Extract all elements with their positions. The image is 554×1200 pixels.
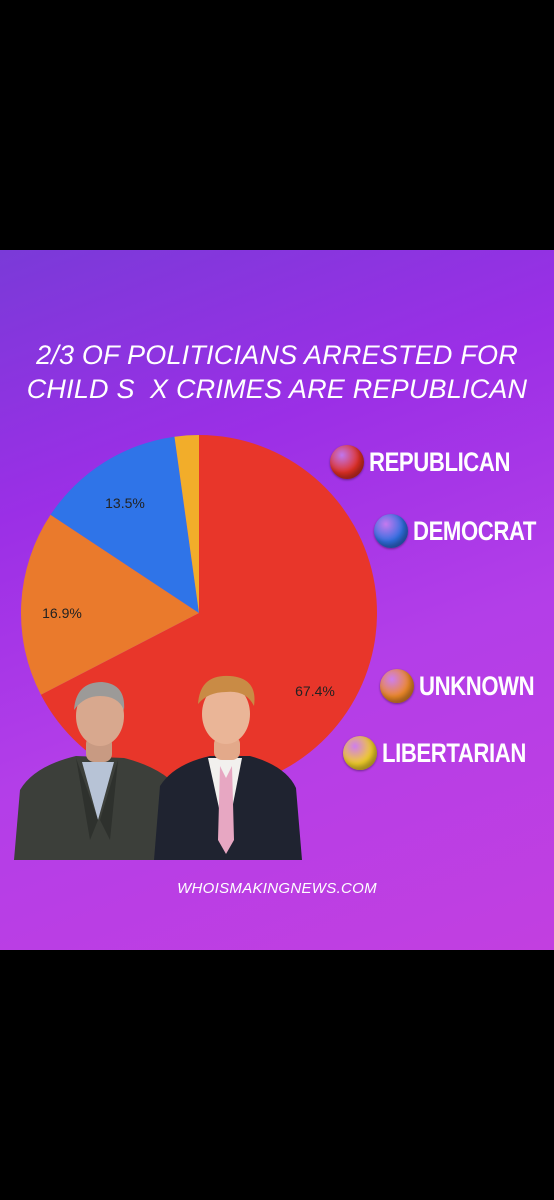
pie-slice-libertarian: [174, 435, 199, 613]
pie-chart: 67.4% 13.5% 16.9%: [20, 435, 378, 791]
pie-slice-unknown: [20, 514, 199, 695]
chart-title: 2/3 OF POLITICIANS ARRESTED FOR CHILD S …: [0, 338, 554, 406]
legend-label-libertarian: LIBERTARIAN: [382, 737, 526, 768]
photo-two-men: [14, 675, 302, 860]
legend-dot-republican: [330, 445, 364, 479]
legend-item-republican: REPUBLICAN: [330, 442, 541, 482]
title-line-1: 2/3 OF POLITICIANS ARRESTED FOR: [36, 340, 518, 370]
legend-dot-libertarian: [343, 736, 377, 770]
pie-slice-democrat: [50, 436, 199, 613]
source-watermark: WHOISMAKINGNEWS.COM: [177, 880, 377, 897]
data-label-democrat: 13.5%: [105, 495, 145, 511]
data-label-unknown: 16.9%: [42, 605, 82, 621]
legend-dot-unknown: [380, 669, 414, 703]
data-label-republican: 67.4%: [295, 683, 335, 699]
legend-label-unknown: UNKNOWN: [419, 670, 535, 701]
legend-item-libertarian: LIBERTARIAN: [343, 733, 554, 773]
pie-slice-republican: [40, 435, 378, 791]
poster: 2/3 OF POLITICIANS ARRESTED FOR CHILD S …: [0, 250, 554, 950]
title-line-2: CHILD S X CRIMES ARE REPUBLICAN: [26, 374, 528, 404]
legend-dot-democrat: [374, 514, 408, 548]
legend-label-democrat: DEMOCRAT: [413, 515, 536, 546]
legend-item-democrat: DEMOCRAT: [374, 511, 554, 551]
legend-label-republican: REPUBLICAN: [369, 446, 511, 477]
legend-item-unknown: UNKNOWN: [380, 666, 554, 706]
